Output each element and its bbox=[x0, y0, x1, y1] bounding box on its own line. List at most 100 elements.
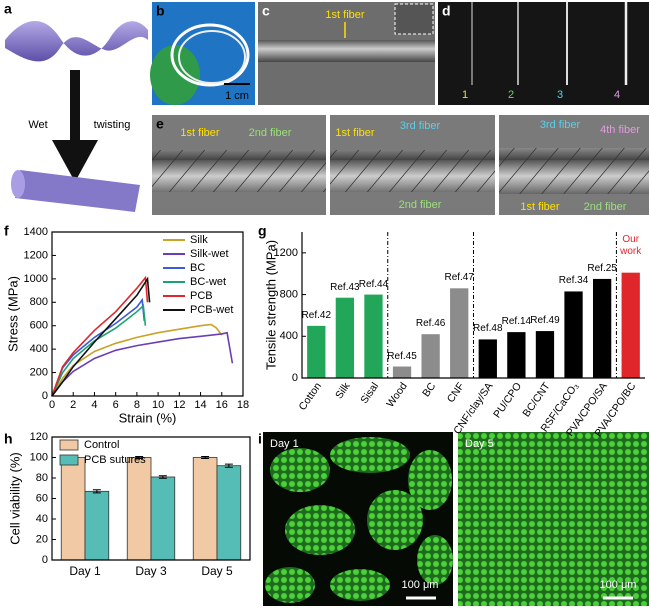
annotation: 2nd fiber bbox=[399, 199, 442, 211]
bar bbox=[392, 366, 412, 378]
annotation: 2nd fiber bbox=[584, 201, 627, 213]
error-bar bbox=[92, 489, 101, 494]
error-bar bbox=[201, 455, 210, 460]
x-tick-label: 8 bbox=[134, 399, 140, 411]
y-tick-label: 1000 bbox=[24, 273, 48, 285]
y-tick-label: 0 bbox=[42, 390, 48, 402]
bar-label-box: Ref.34 bbox=[559, 275, 588, 286]
x-tick-label: 4 bbox=[91, 399, 97, 411]
annotation: 1st fiber bbox=[335, 127, 374, 139]
inset bbox=[394, 3, 434, 35]
y-tick-label: 1400 bbox=[24, 226, 48, 238]
y-tick-label: 120 bbox=[30, 431, 48, 443]
legend-label: Silk bbox=[190, 234, 208, 246]
glove bbox=[150, 45, 200, 105]
bundle-end bbox=[11, 170, 25, 198]
y-tick-label: 600 bbox=[30, 320, 48, 332]
image bbox=[438, 2, 649, 105]
annotation: 4th fiber bbox=[600, 124, 640, 136]
bar-label-box: Ref.44 bbox=[359, 279, 388, 290]
bar bbox=[478, 339, 497, 378]
y-tick-label: 1200 bbox=[24, 249, 48, 261]
bar-label-box: Ref.25 bbox=[587, 262, 617, 274]
panel-c: c 1st fiber bbox=[258, 2, 435, 105]
bar bbox=[507, 332, 526, 378]
annotation: 1st fiber bbox=[180, 127, 219, 139]
bar bbox=[564, 291, 583, 378]
bar-label-box: Ref.47 bbox=[444, 272, 474, 284]
x-tick-label: BC bbox=[420, 380, 438, 399]
fiber-label: 1 bbox=[462, 89, 468, 101]
rope bbox=[499, 148, 649, 194]
bar-label: Ref.25 bbox=[587, 262, 617, 274]
panel-label: h bbox=[4, 431, 13, 447]
data-line bbox=[51, 304, 147, 397]
panel-i: i Day 1 Day 5 100 μm 100 μm bbox=[258, 431, 649, 606]
fiber-coil bbox=[170, 23, 250, 87]
x-tick-label: 6 bbox=[113, 399, 119, 411]
legend-label: BC-wet bbox=[190, 276, 226, 288]
x-axis-label: Strain (%) bbox=[119, 410, 177, 425]
error-bar bbox=[135, 455, 144, 460]
x-tick-label: Wood bbox=[384, 380, 410, 409]
error-bar bbox=[224, 463, 233, 468]
legend-swatch bbox=[59, 454, 79, 466]
y-tick-label: 800 bbox=[30, 296, 48, 308]
bar-label-box: Ref.45 bbox=[387, 351, 416, 362]
y-tick-label: 200 bbox=[30, 366, 48, 378]
panel-d: d 1 2 3 4 bbox=[438, 2, 649, 105]
bar-label-box: Ref.48 bbox=[473, 323, 503, 335]
bar-label-box: Ref.42 bbox=[302, 310, 331, 321]
y-tick-label: 1200 bbox=[274, 247, 298, 259]
bar-label-box: Ref.46 bbox=[416, 318, 445, 329]
legend-label: PCB bbox=[190, 290, 213, 302]
y-tick-label: 100 bbox=[30, 451, 48, 463]
bar-label: Ref.43 bbox=[330, 281, 360, 293]
rope bbox=[330, 150, 495, 192]
x-tick-label: 0 bbox=[49, 399, 55, 411]
bar bbox=[450, 288, 469, 378]
x-tick-label: 2 bbox=[70, 399, 76, 411]
label: twisting bbox=[94, 119, 131, 131]
bar-label-box: Ref.14 bbox=[501, 316, 532, 328]
panel-label: a bbox=[4, 1, 12, 17]
bar bbox=[621, 272, 640, 378]
arrow-shaft bbox=[70, 70, 80, 145]
y-tick-label: 800 bbox=[280, 288, 298, 300]
legend-label: BC bbox=[190, 262, 205, 274]
x-tick-label: Day 5 bbox=[201, 564, 233, 578]
x-tick-label: Day 3 bbox=[135, 564, 167, 578]
bar bbox=[535, 331, 555, 378]
x-tick-label: 16 bbox=[216, 399, 228, 411]
panel-label: e bbox=[156, 116, 164, 132]
panel-e: e 1st fiber 2nd fiber 1st fiber 3rd fibe… bbox=[152, 115, 649, 215]
bar bbox=[592, 278, 612, 378]
data-line bbox=[51, 323, 223, 397]
bar bbox=[60, 457, 86, 561]
scale-label: 100 μm bbox=[402, 579, 439, 591]
panel-b: b 1 cm bbox=[150, 2, 255, 105]
bar bbox=[421, 334, 440, 378]
x-tick-label: 10 bbox=[152, 399, 164, 411]
legend-label: PCB-wet bbox=[190, 304, 233, 316]
y-axis-label: Cell viability (%) bbox=[7, 452, 22, 544]
panel-label: f bbox=[4, 223, 9, 239]
bar-label: Ref.48 bbox=[473, 323, 503, 335]
panel-label: i bbox=[258, 431, 262, 447]
x-tick-label: Sisal bbox=[358, 380, 381, 406]
x-tick-label: PU/CPO bbox=[491, 380, 524, 420]
y-axis-label: Stress (MPa) bbox=[5, 276, 20, 352]
bar-label: Ref.47 bbox=[444, 272, 474, 284]
fiber-label: 2 bbox=[508, 89, 514, 101]
error-bar bbox=[158, 475, 167, 479]
y-tick-label: 40 bbox=[36, 513, 48, 525]
bar bbox=[150, 476, 176, 561]
data-line bbox=[51, 297, 146, 397]
data-line bbox=[51, 331, 234, 397]
y-tick-label: 0 bbox=[42, 554, 48, 566]
y-tick-label: 400 bbox=[30, 343, 48, 355]
bar-label: Ref.49 bbox=[530, 315, 560, 327]
panel-label: c bbox=[262, 3, 270, 19]
bar-label: Ref.14 bbox=[501, 316, 532, 328]
